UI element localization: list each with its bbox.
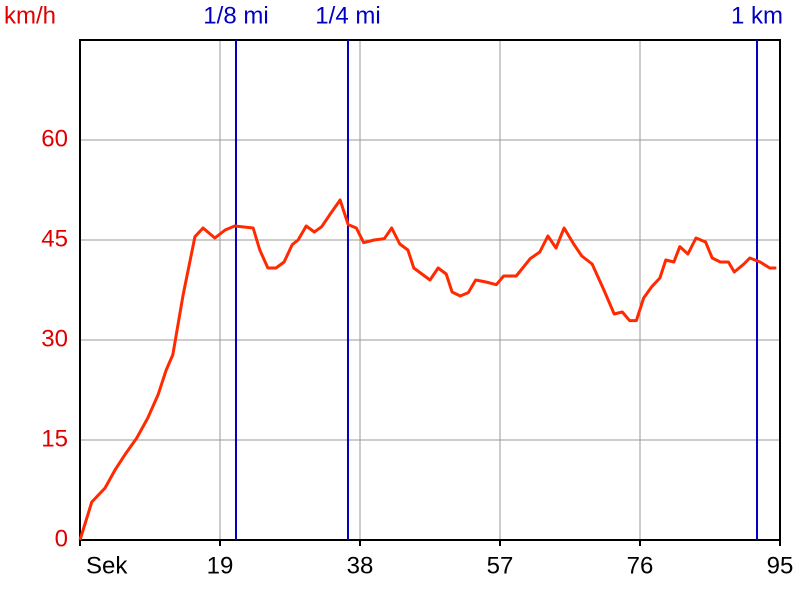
y-axis-label: km/h [4, 2, 56, 29]
y-tick-label: 0 [55, 525, 68, 552]
distance-marker-label: 1/8 mi [203, 2, 268, 29]
y-tick-label: 15 [41, 425, 68, 452]
plot-frame [79, 39, 781, 541]
distance-marker-label: 1/4 mi [315, 2, 380, 29]
x-tick-label: 95 [767, 552, 794, 579]
y-tick-label: 60 [41, 125, 68, 152]
y-tick-label: 30 [41, 325, 68, 352]
y-tick-label: 45 [41, 225, 68, 252]
distance-marker-label: 1 km [731, 2, 783, 29]
x-tick-label: 19 [207, 552, 234, 579]
x-tick-label: 76 [627, 552, 654, 579]
x-tick-label: 38 [347, 552, 374, 579]
x-tick-label: 57 [487, 552, 514, 579]
speed-line [78, 198, 777, 541]
x-tick-label: Sek [86, 552, 128, 579]
